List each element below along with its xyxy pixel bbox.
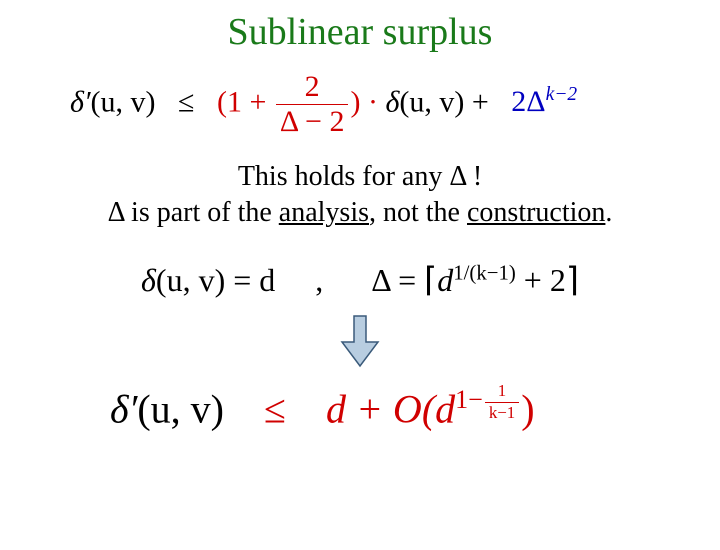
lhs-args-3: (u, v) [137, 386, 224, 431]
fraction-1: 2 Δ − 2 [276, 72, 349, 137]
leq-sign: ≤ [178, 85, 194, 118]
explanation-text: This holds for any Δ ! Δ is part of the … [0, 159, 720, 232]
Delta-eq: Δ = [371, 262, 424, 298]
lhs-args: (u, v) [91, 85, 156, 118]
args-2: (u, v) = d [156, 262, 275, 298]
slide: { "title": "Sublinear surplus", "colors"… [0, 10, 720, 550]
construction-word: construction [467, 197, 605, 228]
delta-prime-3: δ′ [110, 386, 137, 431]
line2-mid: , not the [369, 197, 467, 228]
rhs-exp: 1−1k−1 [455, 385, 521, 414]
line1-post: ! [466, 161, 482, 192]
down-arrow [0, 314, 720, 373]
comma: , [315, 262, 323, 298]
leq-3: ≤ [264, 386, 286, 431]
d-exp: 1/(k−1) [453, 261, 516, 284]
inequality-formula: δ′(u, v) ≤ (1 + 2 Δ − 2 ) · δ(u, v) + 2Δ… [70, 72, 720, 137]
tail-term: 2Δk−2 [511, 85, 577, 118]
delta: δ [385, 85, 399, 118]
slide-title: Sublinear surplus [0, 10, 720, 54]
analysis-word: analysis [279, 197, 369, 228]
line1-delta: Δ [449, 161, 465, 192]
delta-2: δ [141, 262, 156, 298]
rhs-pre: d + O(d [326, 386, 455, 431]
frac-den: Δ − 2 [276, 104, 349, 137]
result-formula: δ′(u, v) ≤ d + O(d1−1k−1) [110, 383, 720, 433]
paren-close-dot: ) · [350, 85, 377, 118]
exp-frac: 1k−1 [485, 383, 519, 422]
substitution-formula: δ(u, v) = d , Δ = ⌈d1/(k−1) + 2⌉ [0, 260, 720, 300]
line2-post: . [605, 197, 612, 228]
paren-open: (1 + [217, 85, 266, 118]
ceil-left: ⌈ [424, 262, 437, 299]
line2-pre: Δ is part of the [108, 197, 279, 228]
line1-pre: This holds for any [238, 161, 450, 192]
frac-num: 2 [276, 72, 349, 104]
delta-prime: δ′ [70, 85, 91, 118]
tail-exponent: k−2 [546, 84, 578, 105]
plus-2: + 2 [516, 262, 566, 298]
d-base: d [437, 262, 453, 298]
rhs-close: ) [521, 386, 534, 431]
delta-args: (u, v) + [399, 85, 488, 118]
ceil-right: ⌉ [566, 262, 579, 299]
